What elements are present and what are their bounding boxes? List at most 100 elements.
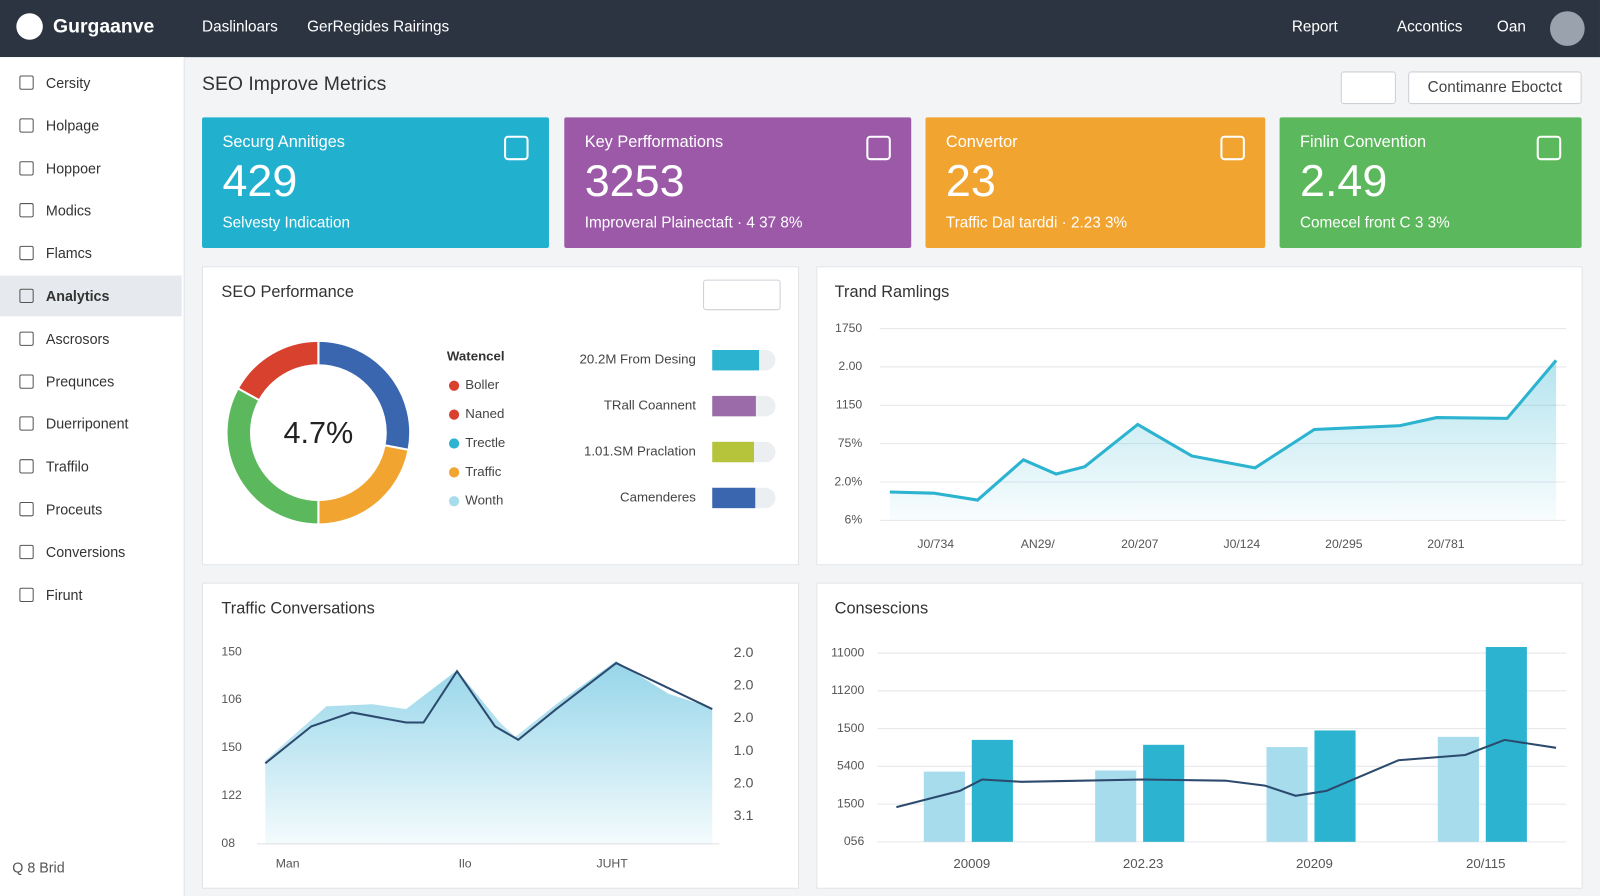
header-action[interactable]: Oan [1496, 18, 1526, 36]
kpi-card: Securg Annitiges 429 Selvesty Indication [202, 117, 549, 248]
bar [712, 395, 756, 417]
y2-tick-label: 1.0 [734, 743, 754, 759]
sidebar-item[interactable]: Traffilo [0, 446, 182, 487]
donut-segment [236, 339, 320, 402]
y-tick-label: 056 [844, 834, 865, 848]
icon [19, 544, 34, 559]
y-tick-label: 08 [221, 836, 235, 850]
card-value: 2.49 [1299, 156, 1388, 207]
card-value: 23 [945, 156, 996, 207]
x-tick-label: 20/207 [1121, 537, 1159, 551]
y-tick-label: 122 [221, 788, 242, 802]
bar-label: 1.01.SM Praclation [584, 444, 696, 459]
sidebar-item[interactable]: Flamcs [0, 233, 182, 274]
legend-label: Traffic [465, 464, 501, 479]
y2-tick-label: 2.0 [734, 677, 754, 693]
icon [504, 135, 529, 161]
bar [712, 441, 754, 463]
area [889, 360, 1557, 521]
donut-center: 4.7% [283, 416, 353, 450]
top-bar: Gurgaanve Daslinloars GerRegides Rairings… [0, 0, 1600, 58]
kpi-card: Finlin Convention 2.49 Comecel front C 3 3… [1279, 117, 1582, 248]
panel-title: Consescions [834, 599, 929, 618]
sidebar-item[interactable]: Hoppoer [0, 148, 182, 189]
y-tick-label: 2.00 [838, 359, 862, 373]
sidebar-item[interactable]: Conversions [0, 531, 182, 572]
avatar[interactable] [1549, 11, 1585, 46]
panel-title: SEO Performance [221, 283, 354, 302]
x-tick-label: Ilo [459, 857, 472, 871]
y-tick-label: 1150 [836, 398, 863, 412]
sidebar-label: Hoppoer [45, 159, 101, 177]
kpi-card: Key Perfformations 3253 Improveral Plainec… [564, 117, 912, 248]
card-subtitle: Traffic Dal tarddi · 2.23 3% [945, 214, 1128, 232]
action-button[interactable]: Contimanre Eboctct [1408, 71, 1582, 105]
card-title: Securg Annitiges [222, 133, 345, 152]
y-tick-label: 150 [221, 740, 242, 754]
sidebar-label: Traffilo [45, 458, 89, 475]
sidebar-item[interactable]: Cersity [0, 62, 182, 103]
legend-label: Boller [465, 377, 499, 392]
icon [19, 374, 34, 389]
bar [712, 349, 760, 371]
x-tick-label: J0/734 [917, 537, 954, 551]
panel-title: Trand Ramlings [834, 283, 950, 302]
area [265, 661, 713, 844]
sidebar-item[interactable]: Holpage [0, 105, 182, 146]
sidebar-item[interactable]: Prequnces [0, 361, 182, 402]
sidebar-label: Firunt [45, 586, 83, 603]
legend-label: Trectle [465, 435, 505, 450]
card-subtitle: Selvesty Indication [222, 214, 351, 232]
card-value: 3253 [584, 156, 685, 207]
icon [1220, 135, 1245, 161]
search-button[interactable] [1340, 71, 1396, 105]
x-tick-label: 20209 [1296, 856, 1333, 871]
sidebar-item[interactable]: Firunt [0, 574, 182, 615]
x-tick-label: 202.23 [1123, 856, 1164, 871]
y2-tick-label: 2.0 [734, 776, 754, 792]
sidebar-item[interactable]: Ascrosors [0, 318, 182, 359]
y-tick-label: 1750 [835, 321, 862, 335]
header-action[interactable]: Accontics [1396, 18, 1463, 36]
page-title: SEO Improve Metrics [202, 73, 387, 95]
nav-link[interactable]: GerRegides Rairings [307, 18, 450, 36]
legend-swatch [448, 438, 460, 449]
bar-label: TRall Coannent [604, 398, 696, 413]
bar [1095, 770, 1137, 842]
line [896, 738, 1557, 809]
legend-title: Watencel [447, 349, 505, 364]
y2-tick-label: 2.0 [734, 710, 754, 726]
card-value: 429 [222, 156, 298, 207]
donut-segment [317, 444, 410, 526]
sidebar: Q 8 Brid Cersity Holpage Hoppoer Modics Flam… [0, 57, 185, 896]
icon [19, 459, 34, 474]
y-tick-label: 5400 [837, 759, 864, 773]
x-tick-label: JUHT [596, 857, 628, 871]
x-tick-label: Man [276, 857, 300, 871]
card-subtitle: Improveral Plainectaft · 4 37 8% [584, 214, 803, 232]
card-title: Key Perfformations [584, 133, 724, 152]
dropdown[interactable] [703, 279, 781, 311]
panel-title: Traffic Conversations [221, 599, 375, 618]
legend-swatch [448, 409, 460, 420]
sidebar-item[interactable]: Modics [0, 190, 182, 231]
sidebar-label: Duerriponent [45, 415, 129, 433]
legend-label: Naned [465, 406, 504, 421]
brand: Gurgaanve [53, 16, 155, 38]
sidebar-item[interactable]: Duerriponent [0, 403, 182, 444]
x-tick-label: 20009 [953, 856, 990, 871]
bar [712, 487, 756, 509]
sidebar-item[interactable]: Analytics [0, 275, 182, 317]
header-action[interactable]: Report [1291, 18, 1338, 36]
icon [19, 246, 34, 261]
bar [971, 739, 1013, 842]
nav-link[interactable]: Daslinloars [202, 18, 278, 36]
card-subtitle: Comecel front C 3 3% [1299, 214, 1450, 232]
legend-swatch [448, 496, 460, 507]
bar [1437, 736, 1479, 842]
sidebar-item[interactable]: Proceuts [0, 489, 182, 530]
legend-swatch [448, 380, 460, 391]
bar [1143, 744, 1185, 842]
y-tick-label: 11000 [831, 645, 864, 659]
